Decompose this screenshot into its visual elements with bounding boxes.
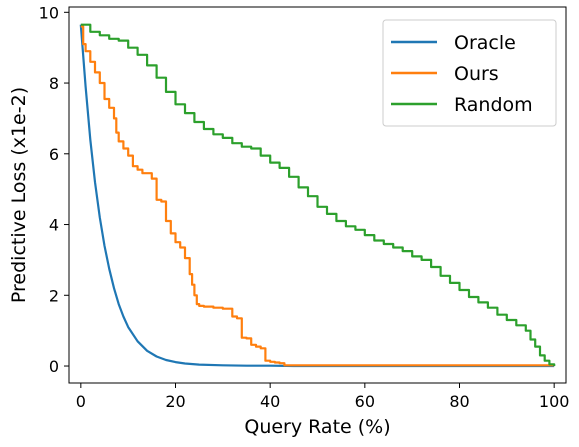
x-tick-label: 100 [539, 392, 570, 411]
x-tick-label: 80 [449, 392, 469, 411]
legend-label: Oracle [454, 32, 516, 54]
x-axis-label: Query Rate (%) [244, 416, 390, 438]
y-tick-label: 2 [49, 286, 59, 305]
y-tick-label: 10 [39, 3, 59, 22]
legend-item-ours: Ours [391, 63, 499, 85]
legend-label: Ours [454, 63, 499, 85]
series-layer [79, 23, 556, 368]
x-tick-label: 60 [355, 392, 375, 411]
legend: Oracle Ours Random [382, 19, 557, 127]
y-tick-label: 4 [49, 216, 59, 235]
y-tick-label: 6 [49, 145, 59, 164]
x-tick-label: 20 [165, 392, 185, 411]
y-tick-label: 0 [49, 357, 59, 376]
series-line-ours [80, 25, 555, 367]
legend-label: Random [454, 94, 533, 116]
legend-item-oracle: Oracle [391, 32, 516, 54]
ticks-layer: 0 20 40 60 80 100 0 2 4 6 8 10 [39, 3, 570, 411]
legend-item-random: Random [391, 94, 533, 116]
legend-items: Oracle Ours Random [391, 32, 533, 116]
series-line-random [80, 23, 556, 366]
y-tick-label: 8 [49, 74, 59, 93]
x-tick-label: 0 [76, 392, 86, 411]
y-axis-label: Predictive Loss (x1e-2) [8, 87, 30, 303]
x-tick-label: 40 [260, 392, 280, 411]
plot-frame [68, 6, 567, 384]
legend-box [382, 19, 557, 127]
